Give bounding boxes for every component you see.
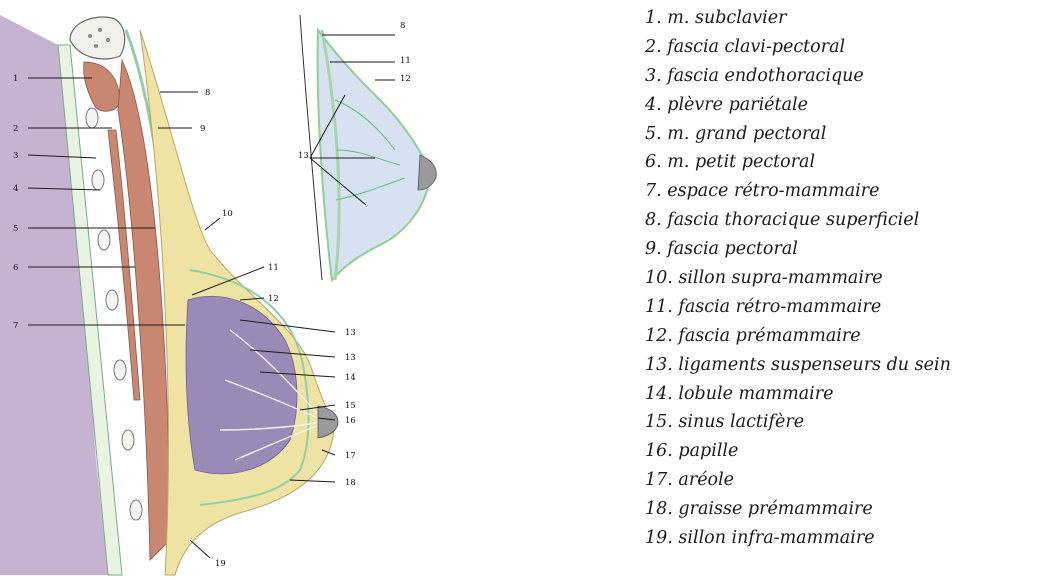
rib	[97, 229, 111, 251]
legend-item-19: 19. sillon infra-mammaire	[645, 528, 875, 549]
legend-item-11: 11. fascia rétro-mammaire	[645, 296, 882, 317]
subclavius-muscle	[83, 61, 121, 112]
legend-item-17: 17. aréole	[645, 470, 735, 491]
clavicle	[69, 16, 126, 60]
rib	[85, 107, 99, 129]
label-number-10: 10	[222, 209, 233, 219]
inset-fascia	[320, 29, 341, 281]
legend-item-3: 3. fascia endothoracique	[645, 65, 864, 86]
legend-item-8: 8. fascia thoracique superficiel	[645, 210, 920, 231]
leader-line-10	[204, 217, 221, 231]
legend-item-14: 14. lobule mammaire	[645, 383, 834, 404]
leader-line-11	[191, 266, 265, 296]
leader-line-19	[189, 539, 211, 559]
label-number-5: 5	[13, 224, 18, 234]
nipple	[317, 405, 339, 439]
inset-label-number-12: 12	[400, 74, 411, 84]
inset-leader-line-13	[309, 94, 346, 159]
legend-item-13: 13. ligaments suspenseurs du sein	[645, 354, 951, 375]
leader-line-17	[321, 449, 336, 456]
label-number-15: 15	[345, 401, 356, 411]
label-number-9: 9	[200, 124, 205, 134]
inset-chest-line	[299, 14, 323, 281]
legend-item-1: 1. m. subclavier	[645, 8, 787, 28]
label-number-3: 3	[13, 151, 18, 161]
lactiferous-ducts	[219, 329, 323, 461]
leader-line-3	[27, 154, 97, 159]
rib	[105, 289, 119, 311]
legend-item-2: 2. fascia clavi-pectoral	[645, 36, 846, 57]
label-leaders	[27, 34, 395, 559]
legend-item-4: 4. plèvre pariétale	[645, 94, 808, 115]
leader-line-18	[289, 479, 336, 483]
legend-item-10: 10. sillon supra-mammaire	[645, 268, 883, 289]
inset-leader-line-13	[309, 157, 367, 206]
label-number-16: 16	[345, 416, 356, 426]
leader-line-13	[239, 319, 336, 333]
legend-item-12: 12. fascia prémammaire	[645, 325, 861, 346]
label-number-1: 1	[13, 74, 18, 84]
legend-item-18: 18. graisse prémammaire	[645, 499, 873, 520]
legend-item-16: 16. papille	[645, 441, 739, 462]
label-number-7: 7	[13, 321, 18, 331]
leader-line-16	[317, 417, 336, 421]
inset-nipple	[417, 154, 437, 191]
label-number-13: 13	[345, 328, 356, 338]
chest-wall	[0, 15, 108, 575]
label-number-6: 6	[13, 263, 18, 273]
legend-item-9: 9. fascia pectoral	[645, 239, 798, 260]
leader-line-14	[259, 371, 336, 378]
leader-line-15	[299, 404, 336, 411]
label-number-12: 12	[268, 294, 279, 304]
rib	[113, 359, 127, 381]
label-number-19: 19	[215, 559, 226, 569]
label-number-13: 13	[345, 353, 356, 363]
rib-cross-sections	[85, 107, 143, 521]
inset-label-number-8: 8	[400, 21, 405, 31]
label-number-14: 14	[345, 373, 356, 383]
inset-label-number-11: 11	[400, 56, 411, 66]
mammary-lobules	[185, 296, 298, 475]
label-number-4: 4	[13, 184, 18, 194]
leader-line-4	[27, 187, 101, 191]
inset-label-number-13: 13	[298, 151, 309, 161]
legend-item-7: 7. espace rétro-mammaire	[645, 181, 880, 202]
legend-item-5: 5. m. grand pectoral	[645, 123, 827, 144]
legend-list: 1. m. subclavier 2. fascia clavi-pectoral…	[645, 4, 951, 553]
inset-ligaments	[334, 99, 406, 201]
leader-line-12	[239, 297, 265, 301]
rib	[129, 499, 143, 521]
pectoralis-major	[117, 58, 171, 561]
label-number-2: 2	[13, 124, 18, 134]
leader-line-13	[249, 349, 336, 358]
label-number-18: 18	[345, 478, 356, 488]
label-number-8: 8	[205, 88, 210, 98]
inset-breast	[316, 27, 432, 283]
label-number-11: 11	[268, 263, 279, 273]
legend-item-6: 6. m. petit pectoral	[645, 152, 816, 173]
pectoralis-minor	[107, 129, 141, 401]
rib	[121, 429, 135, 451]
label-number-17: 17	[345, 451, 356, 461]
legend-item-15: 15. sinus lactifère	[645, 412, 805, 433]
rib	[91, 169, 105, 191]
inset-diagram	[299, 14, 437, 283]
